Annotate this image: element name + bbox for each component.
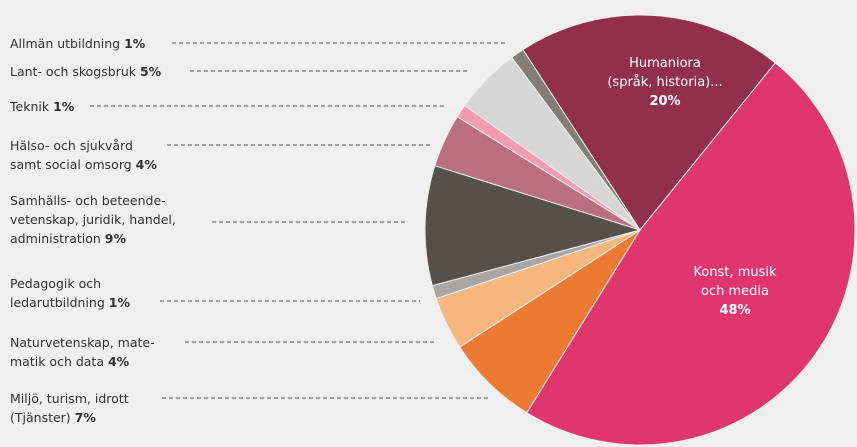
- legend-name: Samhälls- och beteende- vetenskap, jurid…: [10, 193, 176, 246]
- pie-slice: [526, 62, 856, 446]
- legend-label: Lant- och skogsbruk 5%: [10, 62, 161, 81]
- legend-name: Miljö, turism, idrott (Tjänster): [10, 391, 129, 425]
- slice-label: Humaniora (språk, historia)... 20%: [607, 54, 722, 111]
- slice-value: 20%: [649, 94, 681, 109]
- legend-value: 9%: [104, 231, 127, 246]
- legend-label: Pedagogik och ledarutbildning 1%: [10, 274, 130, 312]
- legend-name: Lant- och skogsbruk: [10, 64, 136, 79]
- legend-label: Teknik 1%: [10, 97, 74, 116]
- slice-name: Konst, musik och media: [693, 265, 777, 299]
- slice-label: Konst, musik och media 48%: [693, 263, 776, 320]
- legend-label: Miljö, turism, idrott (Tjänster) 7%: [10, 389, 129, 427]
- legend-value: 7%: [74, 410, 96, 425]
- legend-name: Pedagogik och ledarutbildning: [10, 276, 105, 310]
- pie-slice: [424, 165, 642, 287]
- pie-slice: [511, 48, 641, 231]
- legend-value: 1%: [124, 36, 146, 51]
- legend-value: 1%: [53, 99, 75, 114]
- legend-label: Allmän utbildning 1%: [10, 34, 145, 53]
- slice-name: Humaniora (språk, historia)...: [607, 56, 723, 90]
- slice-value: 48%: [719, 303, 751, 318]
- legend-value: 5%: [139, 64, 162, 79]
- legend-name: Teknik: [10, 99, 50, 114]
- legend-label: Naturvetenskap, mate- matik och data 4%: [10, 333, 155, 371]
- legend-value: 1%: [108, 295, 131, 310]
- legend-name: Naturvetenskap, mate- matik och data: [10, 335, 155, 369]
- legend-value: 4%: [107, 354, 130, 369]
- pie-slice: [522, 14, 777, 231]
- legend-name: Allmän utbildning: [10, 36, 121, 51]
- legend-label: Samhälls- och beteende- vetenskap, jurid…: [10, 191, 176, 248]
- legend-label: Hälso- och sjukvård samt social omsorg 4…: [10, 136, 157, 174]
- legend-value: 4%: [135, 157, 157, 172]
- legend-name: Hälso- och sjukvård samt social omsorg: [10, 138, 133, 172]
